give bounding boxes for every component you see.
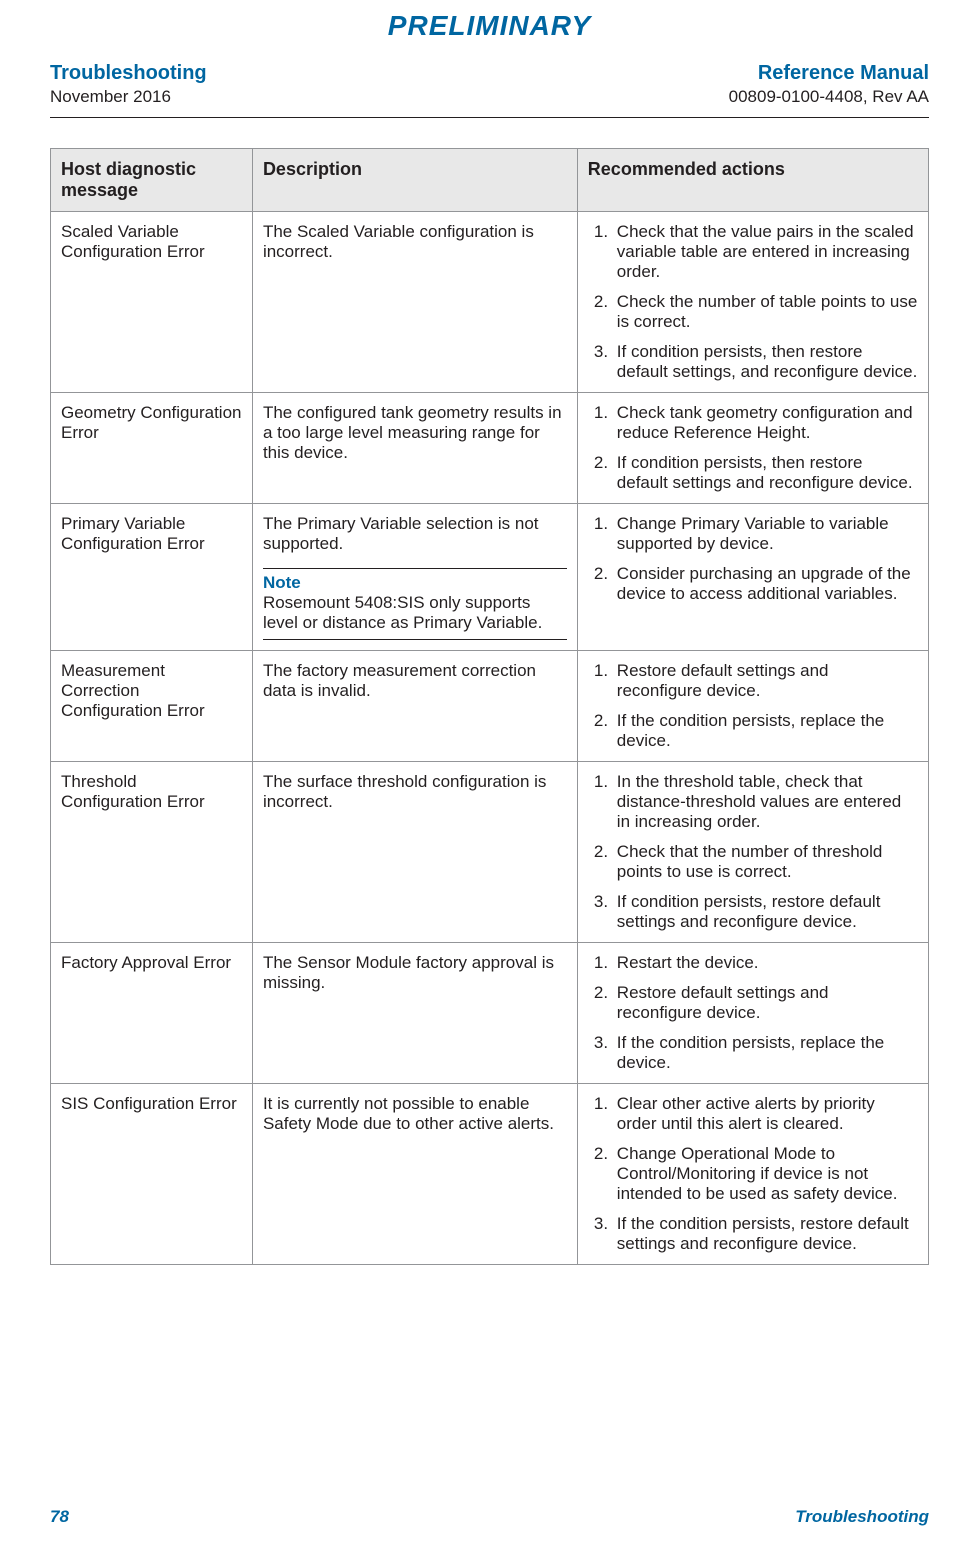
action-item: Clear other active alerts by priority or… [613,1094,918,1134]
action-item: Restore default settings and reconfigure… [613,983,918,1023]
actions-list: Change Primary Variable to variable supp… [588,514,918,604]
actions-list: Check tank geometry configuration and re… [588,403,918,493]
action-item: Check that the number of threshold point… [613,842,918,882]
header-left-sub: November 2016 [50,87,207,107]
action-item: If the condition persists, restore defau… [613,1214,918,1254]
action-item: In the threshold table, check that dista… [613,772,918,832]
description-text: The Sensor Module factory approval is mi… [263,953,554,992]
page-header: Troubleshooting November 2016 Reference … [50,62,929,107]
header-right-title: Reference Manual [729,62,929,85]
actions-list: In the threshold table, check that dista… [588,772,918,932]
cell-description: The Primary Variable selection is not su… [252,504,577,651]
header-right-sub: 00809-0100-4408, Rev AA [729,87,929,107]
description-text: The Primary Variable selection is not su… [263,514,539,553]
cell-description: The Scaled Variable configuration is inc… [252,212,577,393]
cell-description: The factory measurement correction data … [252,651,577,762]
description-text: The configured tank geometry results in … [263,403,562,462]
col-header-actions: Recommended actions [577,149,928,212]
table-row: Geometry Configuration ErrorThe configur… [51,393,929,504]
cell-description: The Sensor Module factory approval is mi… [252,943,577,1084]
col-header-description: Description [252,149,577,212]
header-right: Reference Manual 00809-0100-4408, Rev AA [729,62,929,107]
cell-actions: Check tank geometry configuration and re… [577,393,928,504]
document-page: PRELIMINARY Troubleshooting November 201… [0,0,979,1557]
cell-actions: Clear other active alerts by priority or… [577,1084,928,1265]
action-item: Consider purchasing an upgrade of the de… [613,564,918,604]
table-row: Threshold Configuration Error The surface… [51,762,929,943]
table-row: SIS Configuration Error It is currently n… [51,1084,929,1265]
cell-host-message: Primary Variable Configuration Error [51,504,253,651]
footer-page-number: 78 [50,1507,69,1527]
actions-list: Restore default settings and reconfigure… [588,661,918,751]
note-body: Rosemount 5408:SIS only supports level o… [263,593,567,633]
cell-description: The configured tank geometry results in … [252,393,577,504]
table-row: Primary Variable Configuration Error The … [51,504,929,651]
actions-list: Check that the value pairs in the scaled… [588,222,918,382]
description-text: It is currently not possible to enable S… [263,1094,554,1133]
cell-host-message: Scaled Variable Configuration Error [51,212,253,393]
page-footer: 78 Troubleshooting [50,1507,929,1527]
action-item: If the condition persists, replace the d… [613,711,918,751]
action-item: Check that the value pairs in the scaled… [613,222,918,282]
actions-list: Clear other active alerts by priority or… [588,1094,918,1254]
description-text: The factory measurement correction data … [263,661,536,700]
table-header-row: Host diagnostic message Description Reco… [51,149,929,212]
action-item: Restore default settings and reconfigure… [613,661,918,701]
header-rule [50,117,929,118]
action-item: Change Primary Variable to variable supp… [613,514,918,554]
action-item: If condition persists, restore default s… [613,892,918,932]
cell-host-message: SIS Configuration Error [51,1084,253,1265]
cell-actions: Check that the value pairs in the scaled… [577,212,928,393]
note-block: NoteRosemount 5408:SIS only supports lev… [263,568,567,640]
table-row: Measurement Correction Configuration Err… [51,651,929,762]
diagnostics-table: Host diagnostic message Description Reco… [50,148,929,1265]
cell-actions: In the threshold table, check that dista… [577,762,928,943]
cell-description: The surface threshold configuration is i… [252,762,577,943]
description-text: The Scaled Variable configuration is inc… [263,222,534,261]
footer-section: Troubleshooting [795,1507,929,1527]
description-text: The surface threshold configuration is i… [263,772,547,811]
action-item: If condition persists, then restore defa… [613,453,918,493]
col-header-message: Host diagnostic message [51,149,253,212]
watermark-text: PRELIMINARY [50,10,929,42]
table-row: Factory Approval Error The Sensor Module … [51,943,929,1084]
action-item: Check tank geometry configuration and re… [613,403,918,443]
cell-actions: Restore default settings and reconfigure… [577,651,928,762]
table-row: Scaled Variable Configuration Error The S… [51,212,929,393]
cell-actions: Restart the device. Restore default setti… [577,943,928,1084]
action-item: If condition persists, then restore defa… [613,342,918,382]
note-title: Note [263,573,567,593]
action-item: Restart the device. [613,953,918,973]
action-item: If the condition persists, replace the d… [613,1033,918,1073]
actions-list: Restart the device. Restore default setti… [588,953,918,1073]
header-left-title: Troubleshooting [50,62,207,85]
cell-actions: Change Primary Variable to variable supp… [577,504,928,651]
action-item: Check the number of table points to use … [613,292,918,332]
cell-host-message: Measurement Correction Configuration Err… [51,651,253,762]
cell-description: It is currently not possible to enable S… [252,1084,577,1265]
action-item: Change Operational Mode to Control/Monit… [613,1144,918,1204]
cell-host-message: Factory Approval Error [51,943,253,1084]
cell-host-message: Threshold Configuration Error [51,762,253,943]
cell-host-message: Geometry Configuration Error [51,393,253,504]
header-left: Troubleshooting November 2016 [50,62,207,107]
